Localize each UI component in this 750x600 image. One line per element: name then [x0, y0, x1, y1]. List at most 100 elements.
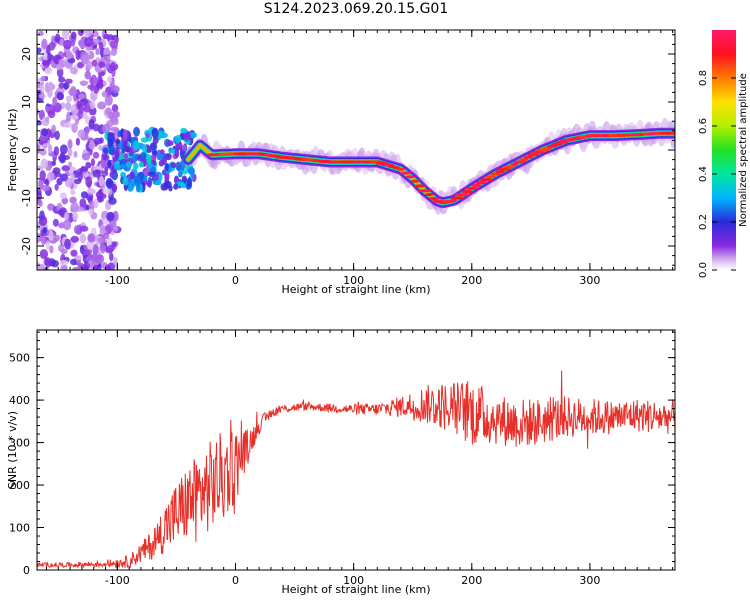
noise-blob — [41, 38, 48, 50]
transition-blob — [165, 153, 172, 161]
noise-blob — [40, 75, 46, 82]
noise-blob — [85, 204, 90, 211]
transition-blob — [177, 171, 183, 178]
noise-blob — [91, 252, 98, 263]
transition-blob — [177, 181, 185, 187]
x-axis-label: Height of straight line (km) — [281, 283, 430, 296]
noise-blob — [57, 209, 66, 216]
x-tick-label: 0 — [232, 574, 239, 587]
transition-blob — [129, 171, 136, 180]
noise-blob — [70, 258, 78, 266]
noise-blob — [65, 102, 72, 111]
noise-blob — [95, 48, 100, 56]
noise-blob — [87, 84, 96, 90]
noise-blob — [47, 144, 53, 154]
noise-blob — [77, 30, 84, 37]
x-tick-label: 0 — [232, 274, 239, 287]
noise-blob — [79, 166, 89, 172]
noise-blob — [38, 199, 43, 207]
noise-blob — [60, 264, 68, 270]
noise-blob — [64, 238, 72, 250]
noise-blob — [68, 161, 73, 168]
noise-blob — [77, 170, 83, 182]
noise-blob — [101, 90, 108, 98]
noise-blob — [52, 96, 58, 107]
noise-blob — [110, 126, 119, 132]
trace-core — [471, 183, 482, 188]
noise-blob — [112, 210, 119, 222]
y-axis-label: Frequency (Hz) — [6, 109, 19, 192]
noise-blob — [72, 266, 80, 270]
trace-core — [523, 155, 534, 159]
noise-blob — [71, 122, 78, 133]
noise-blob — [85, 162, 92, 169]
noise-blob — [72, 211, 79, 221]
noise-blob — [92, 264, 99, 270]
y-tick-label: 0 — [23, 564, 30, 577]
page-title: S124.2023.069.20.15.G01 — [263, 1, 449, 17]
trace-core — [450, 196, 466, 200]
y-tick-label: 10 — [20, 95, 33, 109]
noise-blob — [104, 166, 109, 172]
x-tick-label: 300 — [579, 574, 600, 587]
transition-blob — [139, 152, 147, 160]
noise-blob — [69, 196, 77, 204]
noise-blob — [105, 264, 111, 270]
transition-blob — [153, 173, 160, 182]
transition-blob — [150, 154, 157, 163]
transition-blob — [164, 163, 169, 172]
noise-blob — [106, 75, 113, 84]
spectrogram-data — [37, 30, 675, 270]
y-tick-label: -20 — [20, 237, 33, 255]
transition-blob — [187, 177, 192, 188]
transition-blob — [166, 140, 174, 147]
transition-blob — [187, 166, 195, 175]
noise-blob — [51, 160, 57, 166]
noise-blob — [58, 154, 67, 164]
noise-blob — [89, 101, 96, 110]
noise-blob — [98, 41, 104, 51]
noise-blob — [44, 257, 52, 268]
transition-blob — [174, 147, 180, 159]
x-tick-label: -100 — [105, 274, 130, 287]
y-tick-label: -10 — [20, 189, 33, 207]
trace-core — [485, 175, 497, 179]
trace-core — [396, 167, 406, 171]
noise-blob — [63, 82, 70, 90]
transition-blob — [158, 172, 163, 182]
noise-blob — [56, 91, 64, 101]
noise-blob — [48, 230, 54, 242]
noise-blob — [103, 47, 111, 56]
noise-blob — [113, 226, 119, 232]
transition-blob — [107, 159, 112, 169]
noise-blob — [59, 259, 69, 266]
noise-blob — [84, 70, 92, 80]
noise-blob — [77, 129, 86, 139]
snr-series — [37, 370, 675, 569]
noise-blob — [73, 224, 83, 235]
transition-blob — [113, 161, 121, 171]
noise-blob — [39, 148, 47, 156]
trace-core — [512, 160, 526, 164]
noise-blob — [38, 178, 44, 190]
noise-blob — [79, 233, 87, 244]
x-tick-label: 100 — [343, 274, 364, 287]
noise-blob — [78, 93, 86, 100]
transition-blob — [135, 183, 141, 193]
noise-blob — [69, 114, 79, 120]
transition-blob — [170, 162, 177, 169]
trace-core — [669, 131, 675, 135]
transition-blob — [150, 142, 157, 151]
noise-blob — [97, 101, 107, 110]
noise-blob — [92, 151, 100, 159]
noise-blob — [53, 146, 60, 157]
transition-blob — [133, 162, 139, 170]
noise-blob — [39, 170, 46, 181]
trace-core — [410, 179, 420, 183]
noise-blob — [70, 189, 76, 196]
transition-blob — [177, 141, 183, 151]
noise-blob — [58, 76, 66, 83]
transition-blob — [111, 183, 118, 193]
noise-blob — [106, 211, 115, 222]
trace-core — [464, 186, 479, 190]
